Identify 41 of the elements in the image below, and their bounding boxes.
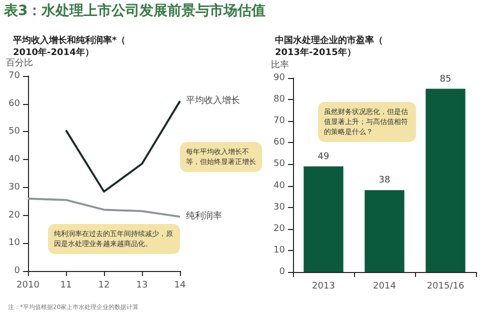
x-tick-label: 2013 [312, 282, 335, 292]
y-tick-label: 20 [8, 210, 20, 220]
y-tick-label: 90 [274, 73, 286, 83]
y-tick-label: 60 [274, 138, 286, 148]
y-tick-label: 30 [274, 202, 286, 212]
y-tick-label: 30 [8, 182, 20, 192]
x-tick-label: 12 [98, 280, 110, 290]
bar [364, 190, 404, 272]
x-tick-label: 14 [174, 280, 186, 290]
y-tick-label: 10 [274, 245, 286, 256]
y-tick-label: 70 [274, 116, 286, 126]
bar [304, 166, 344, 272]
y-axis-title: 百分比 [6, 58, 33, 68]
y-tick-label: 40 [8, 154, 20, 165]
y-tick-label: 50 [274, 159, 286, 170]
y-tick-label: 0 [279, 267, 286, 277]
line-series [27, 198, 181, 218]
y-tick-label: 70 [8, 71, 20, 81]
y-tick-label: 80 [274, 94, 286, 105]
x-tick-label: 2010 [16, 280, 40, 290]
series-label: 平均收入增长 [186, 95, 240, 106]
chart-subtitle: 平均收入增长和纯利润率*（2010年-2014年） [12, 35, 126, 58]
bar [426, 88, 466, 272]
y-tick-label: 20 [274, 224, 286, 234]
x-tick-label: 11 [60, 280, 72, 290]
chart-title: 表3：水处理上市公司发展前景与市场估值 [4, 2, 266, 20]
series-label: 纯利润率 [186, 210, 222, 222]
y-tick-label: 10 [8, 238, 20, 248]
x-tick-label: 2015/16 [426, 282, 464, 292]
line-series [65, 100, 181, 193]
chart-title: 中国水处理企业的市盈率（2013年-2015年） [275, 35, 383, 58]
data-label: 85 [440, 74, 452, 84]
x-tick-label: 13 [136, 280, 148, 290]
y-axis-title: 比率 [271, 60, 289, 70]
data-label: 49 [318, 152, 330, 162]
data-label: 38 [378, 176, 390, 186]
y-tick-label: 60 [8, 98, 20, 109]
x-tick-label: 2014 [373, 282, 396, 292]
y-tick-label: 0 [14, 266, 20, 276]
y-tick-label: 40 [274, 180, 286, 191]
y-tick-label: 50 [8, 126, 20, 137]
